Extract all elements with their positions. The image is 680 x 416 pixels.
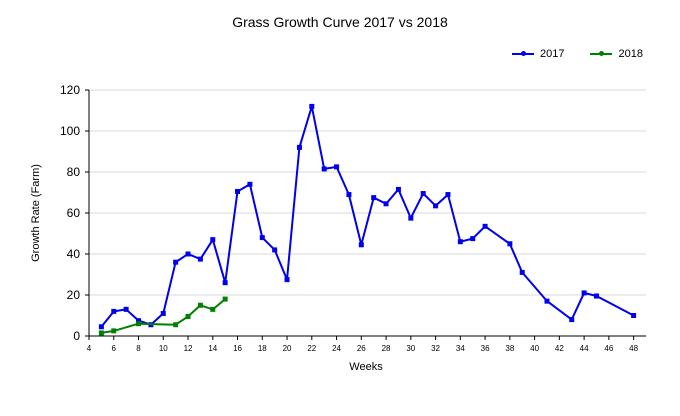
data-point-2017 [160, 310, 166, 316]
data-point-2017 [222, 280, 228, 286]
data-point-2017 [123, 306, 129, 312]
data-point-2018 [173, 322, 179, 328]
x-tick-label: 36 [481, 344, 490, 353]
x-tick-label: 16 [233, 344, 242, 353]
data-point-2017 [210, 237, 216, 243]
data-point-2017 [457, 239, 463, 245]
x-tick-label: 24 [332, 344, 341, 353]
x-tick-label: 10 [159, 344, 168, 353]
data-point-2017 [197, 256, 203, 262]
chart-title: Grass Growth Curve 2017 vs 2018 [232, 14, 448, 30]
data-point-2017 [309, 103, 315, 109]
x-tick-label: 22 [307, 344, 316, 353]
data-point-2017 [98, 324, 104, 330]
data-point-2017 [420, 191, 426, 197]
data-point-2018 [210, 306, 216, 312]
x-tick-label: 20 [283, 344, 292, 353]
legend-swatch-2018 [590, 50, 613, 58]
data-point-2017 [247, 181, 253, 187]
x-tick-label: 28 [382, 344, 391, 353]
data-point-2017 [482, 223, 488, 229]
x-tick-label: 14 [208, 344, 217, 353]
legend-item-2017: 2017 [512, 48, 564, 60]
y-tick-label: 0 [73, 329, 80, 343]
data-point-2018 [185, 314, 191, 320]
y-tick-label: 60 [67, 206, 81, 220]
legend: 2017 2018 [512, 48, 643, 60]
legend-label-2017: 2017 [540, 48, 565, 60]
data-point-2017 [408, 215, 414, 221]
data-point-2018 [98, 330, 104, 336]
y-tick-label: 80 [67, 165, 81, 179]
data-point-2018 [197, 302, 203, 308]
data-point-2017 [395, 186, 401, 192]
x-tick-label: 34 [456, 344, 465, 353]
data-point-2017 [296, 144, 302, 150]
legend-swatch-2017 [512, 50, 534, 58]
data-point-2017 [136, 318, 142, 324]
data-point-2017 [507, 241, 513, 247]
data-point-2017 [173, 259, 179, 265]
gridlines [89, 89, 646, 296]
data-point-2017 [470, 236, 476, 242]
y-tick-label: 100 [60, 124, 80, 138]
data-point-2017 [284, 277, 290, 283]
y-tick-label: 20 [67, 288, 81, 302]
data-point-2017 [581, 290, 587, 296]
data-point-2017 [111, 308, 117, 314]
legend-label-2018: 2018 [618, 48, 643, 60]
data-point-2018 [111, 328, 117, 334]
y-axis-label: Growth Rate (Farm) [30, 164, 42, 262]
data-point-2017 [445, 192, 451, 198]
data-point-2017 [346, 192, 352, 198]
y-tick-label: 40 [67, 247, 81, 261]
data-point-2018 [222, 296, 228, 302]
data-point-2017 [334, 164, 340, 170]
x-tick-label: 12 [184, 344, 193, 353]
data-point-2017 [383, 201, 389, 207]
x-tick-label: 42 [555, 344, 564, 353]
x-tick-label: 8 [136, 344, 141, 353]
x-tick-label: 40 [530, 344, 539, 353]
data-point-2017 [593, 293, 599, 299]
x-tick-label: 30 [406, 344, 415, 353]
x-tick-label: 48 [629, 344, 638, 353]
data-point-2017 [358, 242, 364, 248]
x-tick-label: 44 [580, 344, 589, 353]
data-point-2017 [371, 195, 377, 201]
series-line-2017 [100, 105, 635, 328]
series-line-2018 [101, 298, 226, 334]
series-2018 [98, 296, 228, 336]
data-point-2017 [544, 298, 550, 304]
data-point-2017 [519, 269, 525, 275]
x-tick-label: 46 [604, 344, 613, 353]
legend-item-2018: 2018 [590, 48, 643, 60]
data-point-2018 [136, 321, 142, 327]
data-point-2017 [259, 235, 265, 241]
data-point-2017 [235, 188, 241, 194]
data-point-2017 [631, 313, 637, 318]
x-tick-label: 6 [112, 344, 117, 353]
x-tick-label: 18 [258, 344, 267, 353]
axes [85, 89, 646, 340]
data-point-2017 [433, 203, 439, 209]
x-tick-label: 4 [87, 344, 92, 353]
data-point-2017 [321, 166, 327, 172]
data-point-2017 [185, 251, 191, 257]
y-tick-label: 120 [60, 83, 80, 97]
x-tick-label: 26 [357, 344, 366, 353]
series-layer [98, 103, 637, 336]
x-tick-label: 32 [431, 344, 440, 353]
data-point-2017 [272, 247, 278, 253]
data-point-2017 [569, 317, 575, 323]
x-tick-label: 38 [505, 344, 514, 353]
x-axis-label: Weeks [349, 361, 383, 373]
